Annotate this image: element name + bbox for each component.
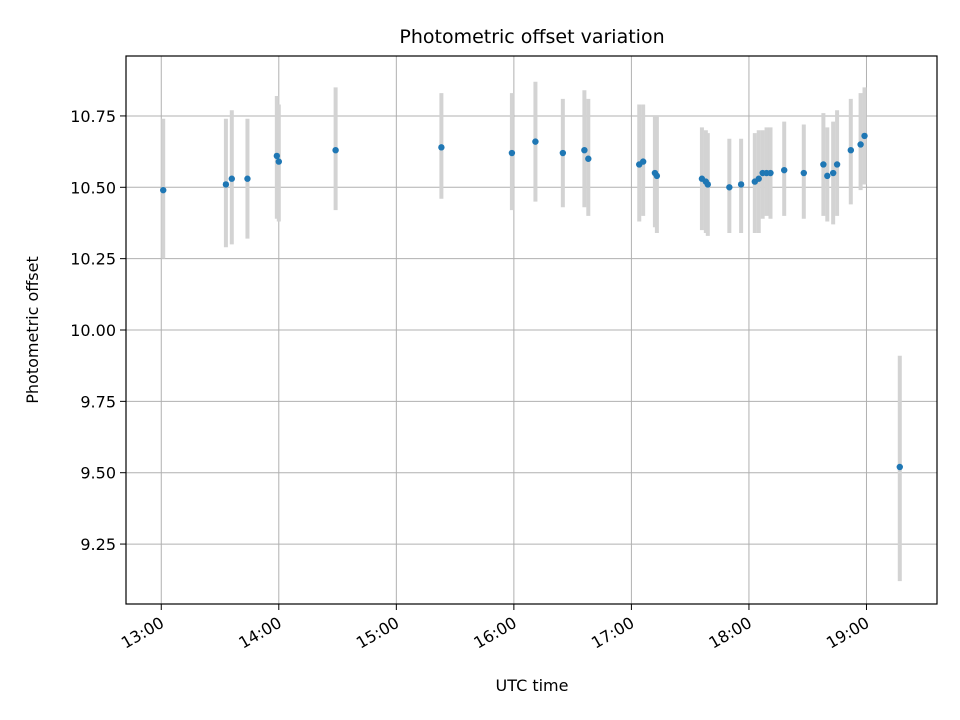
data-point	[829, 169, 837, 177]
y-tick-label: 10.50	[70, 178, 116, 197]
data-point	[737, 181, 745, 188]
data-point	[273, 152, 281, 160]
data-point	[244, 175, 251, 182]
y-tick-label: 9.50	[80, 464, 116, 483]
x-tick-label: 16:00	[470, 613, 519, 653]
x-tick-label: 18:00	[706, 613, 755, 653]
data-point	[222, 181, 230, 188]
data-point	[824, 172, 831, 180]
data-point	[781, 166, 788, 174]
data-points	[160, 132, 903, 471]
x-tick-label: 17:00	[588, 613, 637, 653]
data-point	[820, 161, 827, 168]
data-point	[726, 184, 733, 191]
data-point	[581, 146, 588, 154]
data-point	[228, 175, 235, 182]
y-tick-label: 10.75	[70, 107, 116, 126]
y-tick-label: 9.25	[80, 535, 116, 554]
x-tick-label: 14:00	[235, 613, 284, 653]
y-tick-label: 10.25	[70, 250, 116, 269]
data-point	[896, 463, 903, 471]
data-point	[653, 172, 661, 180]
x-tick-label: 19:00	[823, 613, 872, 653]
data-point	[861, 132, 868, 140]
y-tick-label: 9.75	[80, 392, 116, 411]
x-tick-label: 13:00	[118, 613, 167, 653]
y-axis-label: Photometric offset	[23, 256, 42, 404]
data-point	[755, 175, 762, 182]
chart-title: Photometric offset variation	[399, 26, 664, 48]
x-axis-label: UTC time	[496, 676, 569, 695]
data-point	[559, 149, 567, 157]
data-point	[438, 144, 445, 151]
data-point	[800, 169, 807, 177]
data-point	[767, 169, 774, 177]
data-point	[160, 186, 167, 194]
data-point	[585, 155, 592, 162]
y-axis-ticks: 9.25 9.50 9.75 10.00 10.25 10.50 10.75	[70, 107, 126, 554]
data-point	[857, 141, 864, 148]
data-point	[332, 146, 339, 154]
data-point	[275, 158, 282, 165]
data-point	[508, 149, 516, 157]
data-point	[847, 146, 855, 154]
y-tick-label: 10.00	[70, 321, 116, 340]
error-bars	[161, 81, 902, 582]
x-axis-ticks: 13:00 14:00 15:00 16:00 17:00 18:00 19:00	[118, 604, 872, 653]
data-point	[639, 158, 647, 165]
x-tick-label: 15:00	[353, 613, 402, 653]
data-point	[532, 138, 539, 145]
data-point	[704, 181, 712, 188]
data-point	[833, 161, 841, 168]
